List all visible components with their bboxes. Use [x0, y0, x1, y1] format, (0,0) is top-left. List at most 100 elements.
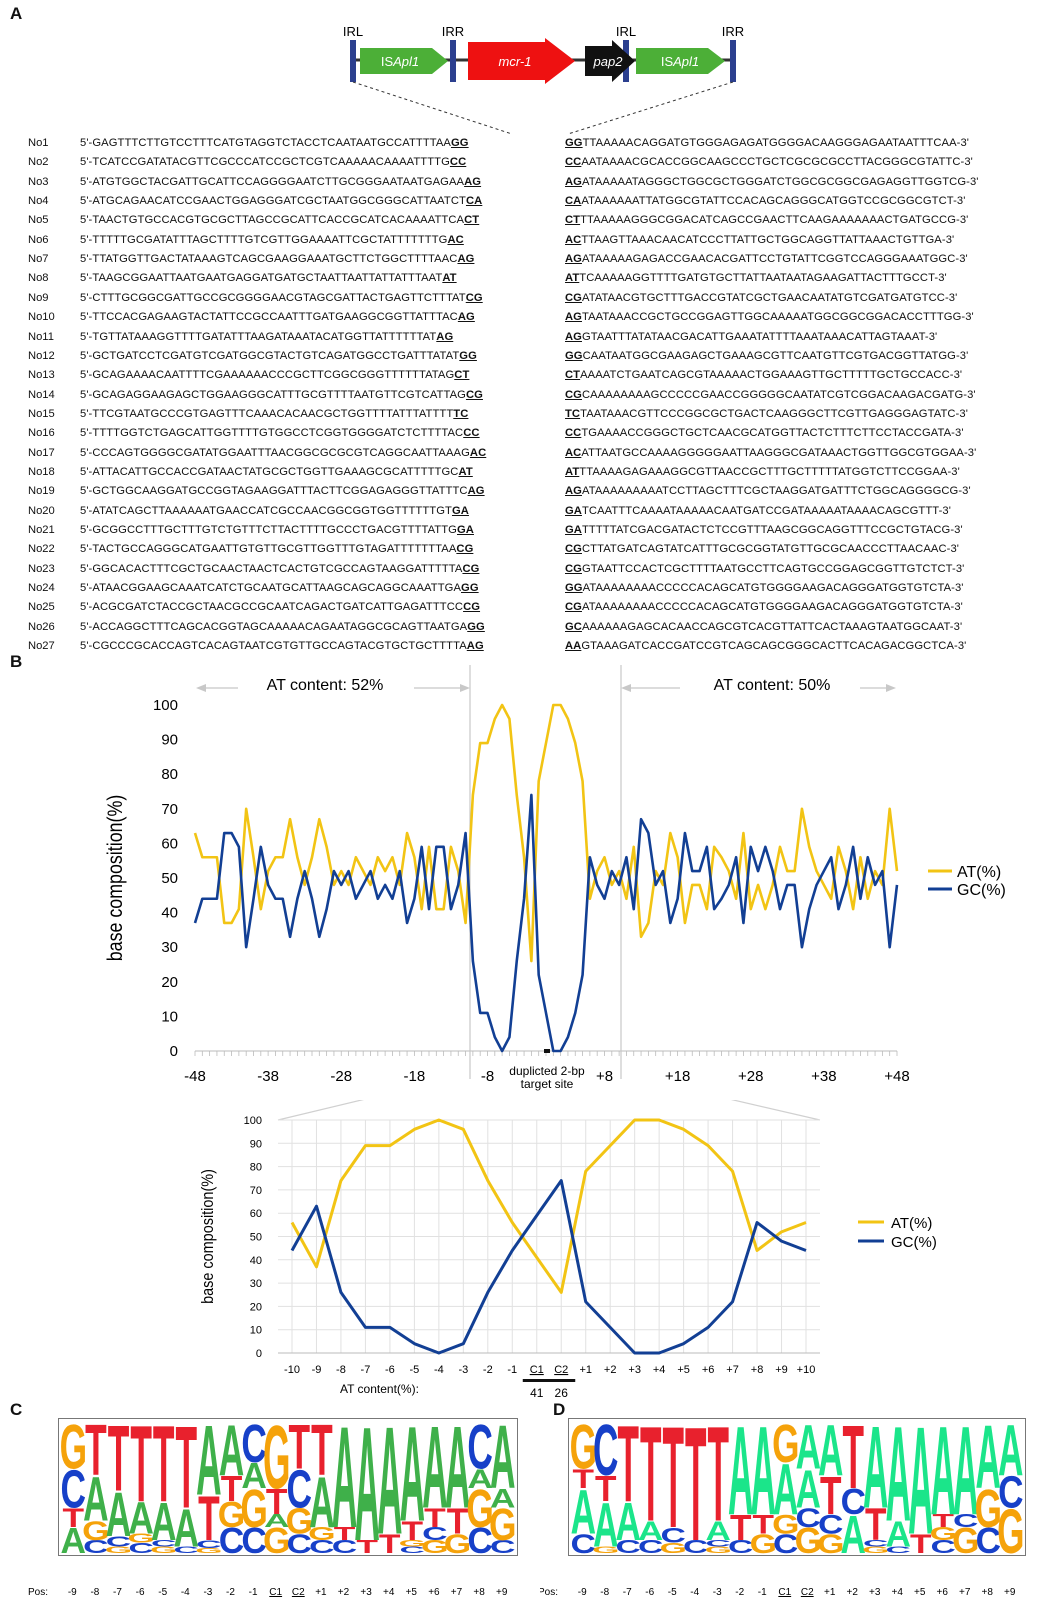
logo-letter: A — [818, 1419, 843, 1492]
logo-letter: T — [130, 1419, 152, 1525]
zoom-guide-right — [730, 1100, 821, 1121]
arrowhead — [886, 684, 896, 692]
position-tick: -6 — [136, 1587, 145, 1598]
sequence-id: No27 — [28, 640, 55, 653]
position-tick: +7 — [451, 1587, 463, 1598]
y-tick-label: 30 — [250, 1278, 262, 1290]
left-flank-sequence: 5'-GGCACACTTTCGCTGCAACTAACTCACTGTCGCCAGT… — [80, 562, 480, 575]
logo-letter: G — [263, 1419, 290, 1508]
label-bg — [238, 674, 414, 698]
left-flank-sequence: 5'-ACCAGGCTTTCAGCACGGTAGCAAAAACAGAATAGGC… — [80, 620, 485, 633]
sequence-id: No26 — [28, 620, 55, 633]
logo-letter: C — [287, 1459, 313, 1519]
sequence-id: No22 — [28, 543, 55, 556]
mcr1-gene — [468, 38, 575, 84]
at-content-c2-value: 26 — [555, 1386, 569, 1400]
logo-letter: C — [287, 1529, 312, 1555]
right-flank-sequence: CTTTAAAAAGGGCGGACATCAGCCGAACTTCAAGAAAAAA… — [565, 214, 969, 227]
irr-label-1: IRR — [442, 24, 464, 39]
logo-letter: A — [106, 1479, 132, 1549]
logo-letter: T — [379, 1529, 401, 1555]
logo-letter: T — [311, 1419, 333, 1492]
x-category-label: +8 — [751, 1364, 764, 1376]
logo-letter: T — [176, 1419, 198, 1533]
x-tick-label: -48 — [184, 1068, 206, 1085]
left-flank-sequence: 5'-TTCGTAATGCCCGTGAGTTTCAAACACAACGCTGGTT… — [80, 407, 469, 420]
right-flank-sequence: CTAAAATCTGAATCAGCGTAAAAACTGGAAAGTTGCTTTT… — [565, 369, 963, 382]
logo-letter: G — [286, 1501, 313, 1541]
logo-letter: C — [638, 1537, 663, 1555]
logo-letter: C — [106, 1534, 132, 1550]
right-flank-sequence: CAATAAAAAATTATGGCGTATTCCACAGCAGGGCATGGTC… — [565, 195, 966, 208]
logo-letter: C — [706, 1539, 731, 1549]
y-tick-label: 80 — [250, 1162, 262, 1174]
at-content-left-label: AT content: 52% — [267, 677, 384, 694]
position-tick: +8 — [473, 1587, 485, 1598]
position-tick: -1 — [758, 1587, 767, 1598]
logo-letter: G — [705, 1545, 732, 1555]
logo-letter: A — [61, 1521, 87, 1555]
y-tick-label: 20 — [250, 1301, 262, 1313]
irr-marker-1 — [450, 40, 456, 82]
gene-diagram: IRL IRR IRL IRR ISApl1 mcr-1 pap2 ISApl1 — [343, 24, 744, 135]
left-flank-sequence: 5'-ACGCGATCTACCGCTAACGCCGCAATCAGACTGATCA… — [80, 601, 481, 614]
x-category-label: -7 — [361, 1364, 371, 1376]
x-category-label: -8 — [336, 1364, 346, 1376]
position-tick: +9 — [1004, 1587, 1016, 1598]
right-flank-sequence: CGATATAACGTGCTTTGACCGTATCGCTGAACAATATGTC… — [565, 291, 958, 304]
sequence-id: No8 — [28, 272, 49, 285]
position-tick: -3 — [203, 1587, 212, 1598]
logo-letter: G — [82, 1516, 109, 1546]
logo-letter: C — [332, 1537, 357, 1555]
left-flank-sequence: 5'-TAACTGTGCCACGTGCGCTTAGCCGCATTCACCGCAT… — [80, 214, 480, 227]
logo-letter: T — [198, 1483, 220, 1553]
position-label: Pos: — [540, 1587, 558, 1598]
position-tick: +7 — [959, 1587, 971, 1598]
y-tick-label: 100 — [153, 697, 178, 714]
x-category-label: C1 — [530, 1364, 544, 1376]
position-tick: -8 — [90, 1587, 99, 1598]
logo-c-positions: Pos: -9 -8 -7 -6 -5 -4 -3 -2 -1 C1 C2 +1 +2 +3 +4 +5 +6 +7… — [20, 1583, 530, 1602]
left-flank-sequence: 5'-TTCCACGAGAAGTACTATTCCGCCAATTTGATGAAGG… — [80, 311, 475, 324]
logo-letter: T — [402, 1516, 424, 1546]
logo-letter: T — [221, 1469, 243, 1509]
logo-letter: G — [195, 1547, 222, 1555]
logo-letter: T — [910, 1529, 931, 1555]
x-category-label: -4 — [434, 1364, 444, 1376]
x-tick-label: -18 — [404, 1068, 426, 1085]
logo-letter: C — [422, 1524, 447, 1544]
left-flank-sequence: 5'-ATGCAGAACATCCGAACTGGAGGGATCGCTAATGGCG… — [80, 195, 483, 208]
logo-letter: G — [930, 1524, 957, 1544]
logo-letter: C — [128, 1540, 154, 1555]
target-site-label: target site — [521, 1077, 574, 1091]
right-flank-sequence: ACTTAAGTTAAACAACATCCCTTATTGCTGGCAGGTTATT… — [565, 233, 955, 246]
logo-letter: A — [638, 1516, 663, 1546]
x-category-label: +7 — [726, 1364, 739, 1376]
logo-letter: A — [264, 1511, 289, 1531]
logo-letter: C — [241, 1521, 267, 1555]
logo-letter: A — [773, 1450, 798, 1530]
right-flank-sequence: GGTTAAAAACAGGATGTGGGAGAGATGGGGACAAGGGAGA… — [565, 137, 970, 149]
right-flank-sequence: ACATTAATGCCAAAAGGGGGAATTAAGGGCGATAAACTGG… — [565, 446, 977, 459]
sequence-id: No19 — [28, 485, 55, 498]
logo-letter: C — [976, 1521, 1001, 1555]
logo-letter: T — [730, 1508, 752, 1549]
logo-letter: G — [240, 1478, 267, 1538]
position-tick: -3 — [713, 1587, 722, 1598]
sequence-id: No12 — [28, 349, 55, 362]
sequence-id: No20 — [28, 504, 55, 517]
gc-series-line — [290, 1179, 807, 1355]
position-tick: C1 — [778, 1587, 791, 1598]
y-tick-label: 60 — [250, 1208, 262, 1220]
sequence-id: No18 — [28, 465, 55, 478]
logo-letter: C — [931, 1537, 956, 1555]
sequence-id: No21 — [28, 524, 55, 536]
y-tick-label: 60 — [161, 835, 178, 852]
logo-letter: A — [863, 1419, 888, 1533]
logo-letter: C — [841, 1482, 866, 1523]
right-flank-sequence: GGCAATAATGGCGAAGAGCTGAAAGCGTTCAATGTTCGTG… — [565, 349, 969, 362]
legend-at-label: AT(%) — [957, 864, 1001, 881]
right-flank-sequence: GGATAAAAAAAACCCCCACAGCATGTGGGGAAGACAGGGA… — [565, 582, 964, 595]
isapl1-gene-2 — [636, 48, 725, 74]
x-category-label: -2 — [483, 1364, 493, 1376]
